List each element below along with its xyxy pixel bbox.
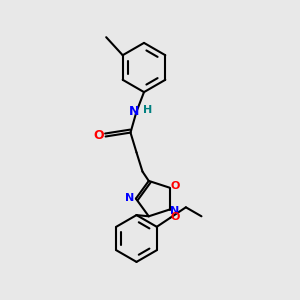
Text: H: H [143, 105, 152, 115]
Text: N: N [170, 206, 180, 216]
Text: O: O [170, 181, 180, 191]
Text: O: O [171, 212, 180, 222]
Text: N: N [129, 105, 139, 118]
Text: O: O [94, 129, 104, 142]
Text: N: N [125, 193, 134, 203]
